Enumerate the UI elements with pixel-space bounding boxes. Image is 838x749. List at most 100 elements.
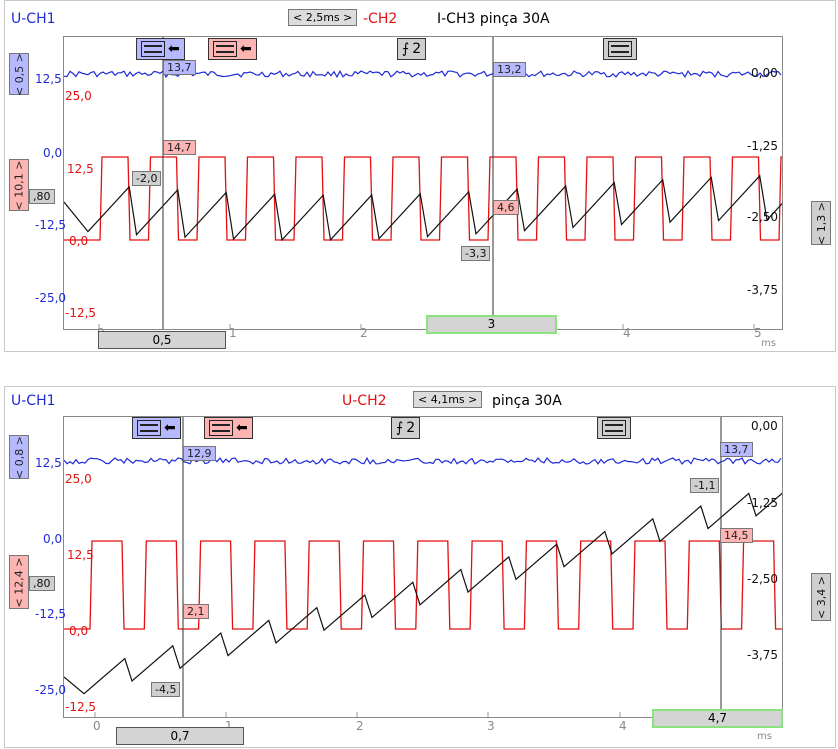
ytick-red: 0,0 xyxy=(69,234,89,248)
scope-panel-top: U-CH1 < 2,5ms > -CH2 I-CH3 pinça 30A < 0… xyxy=(4,0,836,352)
ch3-scale-box[interactable]: < 1,3 > xyxy=(811,201,831,245)
xtick: 4 xyxy=(623,326,631,340)
ch3-tool[interactable] xyxy=(603,38,637,60)
trigger-edge-tool[interactable]: ⨍ 2 xyxy=(391,417,421,439)
rising-edge-icon: ⨍ xyxy=(396,420,404,436)
rising-edge-icon: ⨍ xyxy=(402,41,410,57)
ch3-trace xyxy=(64,492,782,695)
scope-panel-bottom: U-CH1 U-CH2 < 4,1ms > pinça 30A < 0,8 > … xyxy=(4,386,836,748)
ch2-trace xyxy=(64,156,782,241)
ytick-right: 0,00 xyxy=(751,66,778,80)
ch3-cursor-a-value: -2,0 xyxy=(132,171,162,186)
ytick-right: -3,75 xyxy=(747,283,779,297)
ch1-scale-box[interactable]: < 0,5 > xyxy=(9,53,29,95)
x-unit: ms xyxy=(761,338,776,349)
plot-area-bottom[interactable] xyxy=(63,416,783,718)
xtick: 2 xyxy=(360,326,368,340)
arrow-left-icon: ⬅ xyxy=(236,420,248,436)
ch3-cursor-b-value: -1,1 xyxy=(690,478,720,493)
ytick-blue: 12,5 xyxy=(35,456,62,470)
ch2-cursor-b-value: 4,6 xyxy=(493,200,519,215)
ch3-scale-value: < 3,4 > xyxy=(814,575,828,619)
ytick-right: -2,50 xyxy=(747,210,779,224)
ytick-right: -1,25 xyxy=(747,139,779,153)
ytick-red: -12,5 xyxy=(65,700,97,714)
xtick: 1 xyxy=(225,719,233,733)
ch1-cursor-b-value: 13,7 xyxy=(720,442,753,457)
xtick: 1 xyxy=(229,326,237,340)
arrow-left-icon: ⬅ xyxy=(240,41,252,57)
ch1-title: U-CH1 xyxy=(11,11,56,27)
ch3-scale-value: < 1,3 > xyxy=(814,201,828,245)
plot-area-top[interactable] xyxy=(63,36,783,330)
trigger-edge-tool[interactable]: ⨍ 2 xyxy=(397,38,427,60)
xtick: 2 xyxy=(356,719,364,733)
ch1-trace xyxy=(64,456,782,465)
ch1-scale-box[interactable]: < 0,8 > xyxy=(9,435,29,479)
ytick-blue: -25,0 xyxy=(35,683,67,697)
ch1-title: U-CH1 xyxy=(11,393,56,409)
waveform-svg xyxy=(64,37,782,329)
timebase-button[interactable]: < 4,1ms > xyxy=(413,391,483,408)
ch3-tool[interactable] xyxy=(597,417,631,439)
ch3-scale-box[interactable]: < 3,4 > xyxy=(811,573,831,621)
ch2-trace xyxy=(64,540,782,630)
ch2-scale-box[interactable]: < 12,4 > xyxy=(9,555,29,609)
ch3-offset-box[interactable]: ,80 xyxy=(29,576,55,591)
ch1-scale-value: < 0,8 > xyxy=(12,435,26,479)
ch1-trigger-tool[interactable]: ⬅ xyxy=(136,38,185,60)
ch1-cursor-b-value: 13,2 xyxy=(493,62,526,77)
xtick: 3 xyxy=(487,719,495,733)
xtick: 4 xyxy=(619,719,627,733)
ch1-cursor-a-value: 13,7 xyxy=(163,60,196,75)
ch2-title: U-CH2 xyxy=(342,393,387,409)
cursor-a-handle[interactable]: 0,5 xyxy=(98,331,226,349)
ch3-cursor-b-value: -3,3 xyxy=(461,246,491,261)
ytick-red: -12,5 xyxy=(65,306,97,320)
ytick-red: 0,0 xyxy=(69,624,89,638)
ch1-trigger-tool[interactable]: ⬅ xyxy=(132,417,181,439)
ch3-title: I-CH3 pinça 30A xyxy=(437,11,550,27)
trigger-channel-number: 2 xyxy=(412,41,422,57)
trigger-channel-number: 2 xyxy=(406,420,416,436)
ch1-scale-value: < 0,5 > xyxy=(12,52,26,96)
ch2-title: -CH2 xyxy=(363,11,398,27)
ch2-trigger-tool[interactable]: ⬅ xyxy=(204,417,253,439)
ch2-scale-value: < 10,1 > xyxy=(12,160,26,210)
cursor-a-handle[interactable]: 0,7 xyxy=(116,727,244,745)
ytick-right: -3,75 xyxy=(747,648,779,662)
xtick: 5 xyxy=(754,326,762,340)
ch3-offset-box[interactable]: ,80 xyxy=(29,189,55,204)
ytick-right: -1,25 xyxy=(747,496,779,510)
ch3-title: pinça 30A xyxy=(492,393,562,409)
ytick-blue: 12,5 xyxy=(35,72,62,86)
cursor-b-handle[interactable]: 4,7 xyxy=(652,709,783,728)
waveform-svg xyxy=(64,417,782,717)
ch2-scale-box[interactable]: < 10,1 > xyxy=(9,159,29,211)
ytick-red: 12,5 xyxy=(67,548,94,562)
xtick: 0 xyxy=(93,719,101,733)
ytick-blue: -25,0 xyxy=(35,291,67,305)
ch1-cursor-a-value: 12,9 xyxy=(183,446,216,461)
ch2-cursor-a-value: 2,1 xyxy=(183,604,209,619)
ch2-cursor-b-value: 14,5 xyxy=(720,528,753,543)
ch3-cursor-a-value: -4,5 xyxy=(151,682,181,697)
ytick-red: 12,5 xyxy=(67,162,94,176)
arrow-left-icon: ⬅ xyxy=(168,41,180,57)
arrow-left-icon: ⬅ xyxy=(164,420,176,436)
ytick-right: -2,50 xyxy=(747,572,779,586)
ytick-red: 25,0 xyxy=(65,89,92,103)
ytick-blue: 0,0 xyxy=(43,146,63,160)
ch2-scale-value: < 12,4 > xyxy=(12,557,26,607)
x-unit: ms xyxy=(757,731,772,742)
ytick-blue: 0,0 xyxy=(43,532,63,546)
timebase-button[interactable]: < 2,5ms > xyxy=(288,9,358,26)
ytick-right: 0,00 xyxy=(751,419,778,433)
ytick-blue: -12,5 xyxy=(35,607,67,621)
ytick-blue: -12,5 xyxy=(35,218,67,232)
ch2-cursor-a-value: 14,7 xyxy=(163,140,196,155)
cursor-b-handle[interactable]: 3 xyxy=(426,315,557,334)
ytick-red: 25,0 xyxy=(65,472,92,486)
ch2-trigger-tool[interactable]: ⬅ xyxy=(208,38,257,60)
ch3-trace xyxy=(64,174,782,242)
